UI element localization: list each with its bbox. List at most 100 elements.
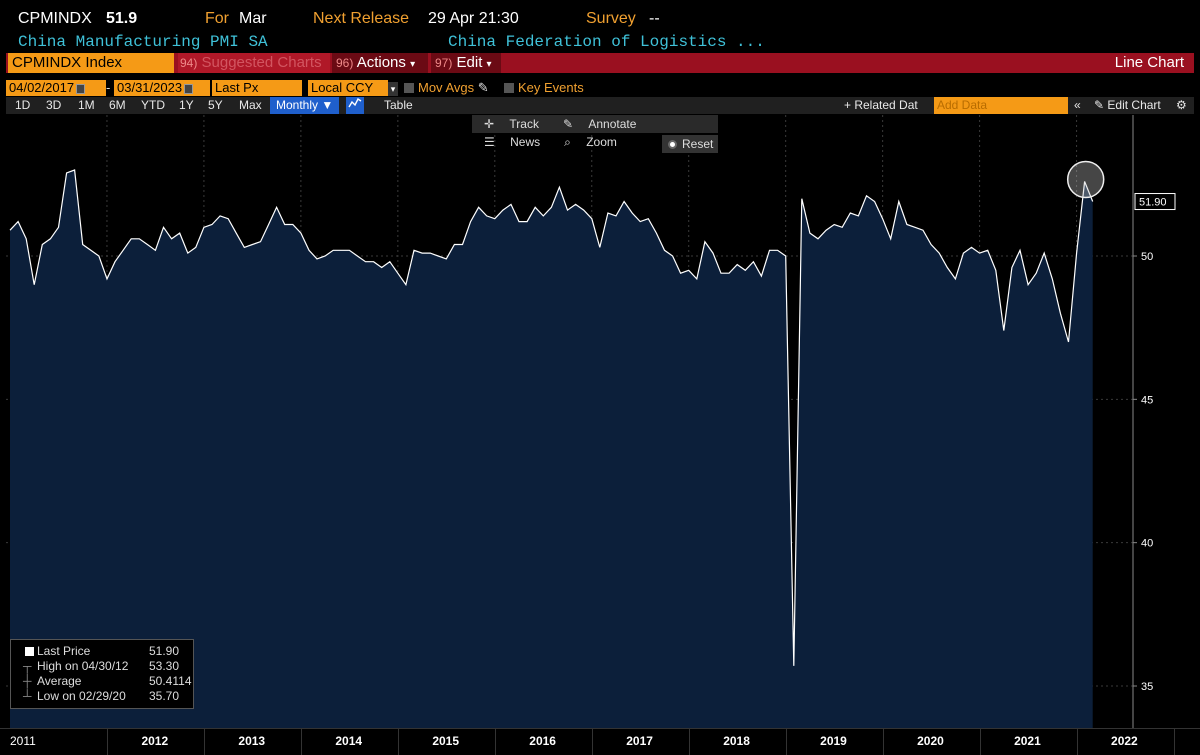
table-button[interactable]: Table bbox=[384, 98, 413, 112]
chart-type-label: Line Chart bbox=[1114, 54, 1184, 71]
track-label: Track bbox=[509, 117, 539, 131]
x-year-separator bbox=[106, 729, 108, 755]
x-year-separator bbox=[688, 729, 690, 755]
start-date-value: 04/02/2017 bbox=[9, 80, 75, 95]
period-bar: 1D 3D 1M 6M YTD 1Y 5Y Max Monthly ▼ Tabl… bbox=[6, 97, 1194, 114]
reset-button[interactable]: Reset bbox=[662, 135, 718, 153]
add-data-input[interactable]: Add Data bbox=[934, 97, 1068, 114]
y-axis-labels: 35 40 45 50 bbox=[1133, 251, 1153, 693]
line-style-icon[interactable] bbox=[346, 97, 364, 114]
period-value: Mar bbox=[239, 10, 267, 27]
x-tick-label: 2019 bbox=[820, 734, 847, 748]
crosshair-icon: ✛ bbox=[484, 117, 495, 131]
chart-legend[interactable]: Last Price 51.90 ┬ High on 04/30/12 53.3… bbox=[10, 639, 194, 709]
key-events-toggle[interactable]: Key Events bbox=[504, 80, 584, 96]
x-tick-label: 2017 bbox=[626, 734, 653, 748]
x-year-separator bbox=[1076, 729, 1078, 755]
end-date-input[interactable]: 03/31/2023 bbox=[114, 80, 210, 96]
frequency-value: Monthly bbox=[276, 98, 319, 112]
x-tick-label: 2013 bbox=[238, 734, 266, 748]
field-selector[interactable]: Last Px bbox=[212, 80, 302, 96]
security-input[interactable]: CPMINDX Index bbox=[8, 53, 174, 73]
radio-icon bbox=[668, 140, 677, 149]
period-6m[interactable]: 6M bbox=[109, 98, 126, 112]
annotate-label: Annotate bbox=[588, 117, 637, 131]
last-value-tag: 51.90 bbox=[1134, 193, 1176, 211]
y-tick-label: 40 bbox=[1141, 538, 1153, 550]
last-value-box bbox=[1134, 193, 1176, 211]
chart-tools: ✛ Track ✎ Annotate☰ News ⌕ Zoom bbox=[472, 115, 718, 149]
chart-area[interactable]: 35 40 45 50 51.90 bbox=[6, 115, 1194, 728]
legend-last-price-label: Last Price bbox=[37, 644, 91, 658]
survey-value: -- bbox=[649, 10, 660, 27]
x-tick-label: 2014 bbox=[335, 734, 363, 748]
edit-menu[interactable]: 97) Edit ▾ bbox=[431, 53, 501, 73]
legend-low-label: Low on 02/29/20 bbox=[37, 689, 126, 703]
legend-average-label: Average bbox=[37, 674, 82, 688]
x-tick-label: 2018 bbox=[723, 734, 750, 748]
low-icon: ┴ bbox=[23, 689, 32, 703]
pencil-icon: ✎ bbox=[562, 117, 574, 131]
currency-dropdown[interactable]: ▾ bbox=[388, 80, 398, 96]
calendar-icon[interactable] bbox=[184, 83, 194, 94]
period-1y[interactable]: 1Y bbox=[179, 98, 194, 112]
zoom-button[interactable]: ⌕ Zoom bbox=[552, 133, 629, 151]
annotate-button[interactable]: ✎ Annotate bbox=[551, 115, 648, 133]
edit-chart-button[interactable]: ✎ Edit Chart bbox=[1094, 97, 1161, 114]
x-axis: 2011 2012 2013 2014 2015 2016 2017 2018 2019 2020… bbox=[0, 728, 1200, 755]
x-year-separator bbox=[882, 729, 884, 755]
period-5y[interactable]: 5Y bbox=[208, 98, 223, 112]
pencil-icon[interactable]: ✎ bbox=[477, 80, 489, 95]
related-data-button[interactable]: + Related Dat bbox=[844, 98, 918, 112]
y-tick-label: 50 bbox=[1141, 251, 1153, 263]
suggested-charts-number: 94) bbox=[180, 56, 198, 70]
average-icon: ┼ bbox=[23, 674, 32, 688]
security-name: China Manufacturing PMI SA bbox=[18, 33, 268, 51]
frequency-selector[interactable]: Monthly ▼ bbox=[270, 97, 340, 114]
track-button[interactable]: ✛ Track bbox=[472, 115, 551, 133]
legend-last-price-value: 51.90 bbox=[149, 644, 180, 658]
legend-row-low: ┴ Low on 02/29/20 35.70 bbox=[17, 689, 187, 704]
news-icon: ☰ bbox=[484, 135, 495, 149]
price-area bbox=[10, 170, 1093, 728]
zoom-label: Zoom bbox=[586, 135, 617, 149]
start-date-input[interactable]: 04/02/2017 bbox=[6, 80, 106, 96]
gear-icon[interactable]: ⚙ bbox=[1176, 98, 1187, 112]
checkbox-icon[interactable] bbox=[504, 83, 514, 93]
next-release-label: Next Release bbox=[313, 10, 410, 27]
caret-down-icon: ▾ bbox=[410, 59, 416, 70]
legend-row-high: ┬ High on 04/30/12 53.30 bbox=[17, 659, 187, 674]
mov-avgs-toggle[interactable]: Mov Avgs ✎ bbox=[404, 80, 489, 96]
x-tick-label: 2015 bbox=[432, 734, 460, 748]
currency-selector[interactable]: Local CCY bbox=[308, 80, 388, 96]
x-tick-label: 2022 bbox=[1111, 734, 1138, 748]
data-source: China Federation of Logistics ... bbox=[448, 33, 765, 51]
period-max[interactable]: Max bbox=[239, 98, 262, 112]
legend-row-average: ┼ Average 50.4114 bbox=[17, 674, 192, 689]
series-swatch bbox=[25, 647, 34, 656]
suggested-charts-button[interactable]: 94) Suggested Charts bbox=[178, 53, 330, 73]
legend-row-last-price: Last Price 51.90 bbox=[17, 644, 187, 659]
checkbox-icon[interactable] bbox=[404, 83, 414, 93]
period-ytd[interactable]: YTD bbox=[141, 98, 165, 112]
ticker-symbol: CPMINDX bbox=[18, 10, 92, 27]
double-chevron-left-icon[interactable]: « bbox=[1074, 98, 1081, 112]
actions-menu[interactable]: 96) Actions ▾ bbox=[332, 53, 428, 73]
news-label: News bbox=[510, 135, 541, 149]
period-1d[interactable]: 1D bbox=[15, 98, 31, 112]
x-tick-label: 2020 bbox=[917, 734, 944, 748]
x-tick-label: 2011 bbox=[10, 734, 36, 748]
line-chart: 35 40 45 50 51.90 bbox=[6, 115, 1176, 728]
caret-down-icon: ▾ bbox=[486, 59, 492, 70]
x-year-separator bbox=[300, 729, 302, 755]
news-button[interactable]: ☰ News bbox=[472, 133, 552, 151]
legend-average-value: 50.4114 bbox=[149, 674, 192, 688]
reset-label: Reset bbox=[682, 137, 714, 151]
x-year-separator bbox=[494, 729, 496, 755]
actions-label: Actions bbox=[356, 54, 406, 71]
calendar-icon[interactable] bbox=[76, 83, 86, 94]
mov-avgs-label: Mov Avgs bbox=[418, 80, 475, 95]
y-tick-label: 35 bbox=[1141, 681, 1153, 693]
period-1m[interactable]: 1M bbox=[78, 98, 95, 112]
period-3d[interactable]: 3D bbox=[46, 98, 62, 112]
